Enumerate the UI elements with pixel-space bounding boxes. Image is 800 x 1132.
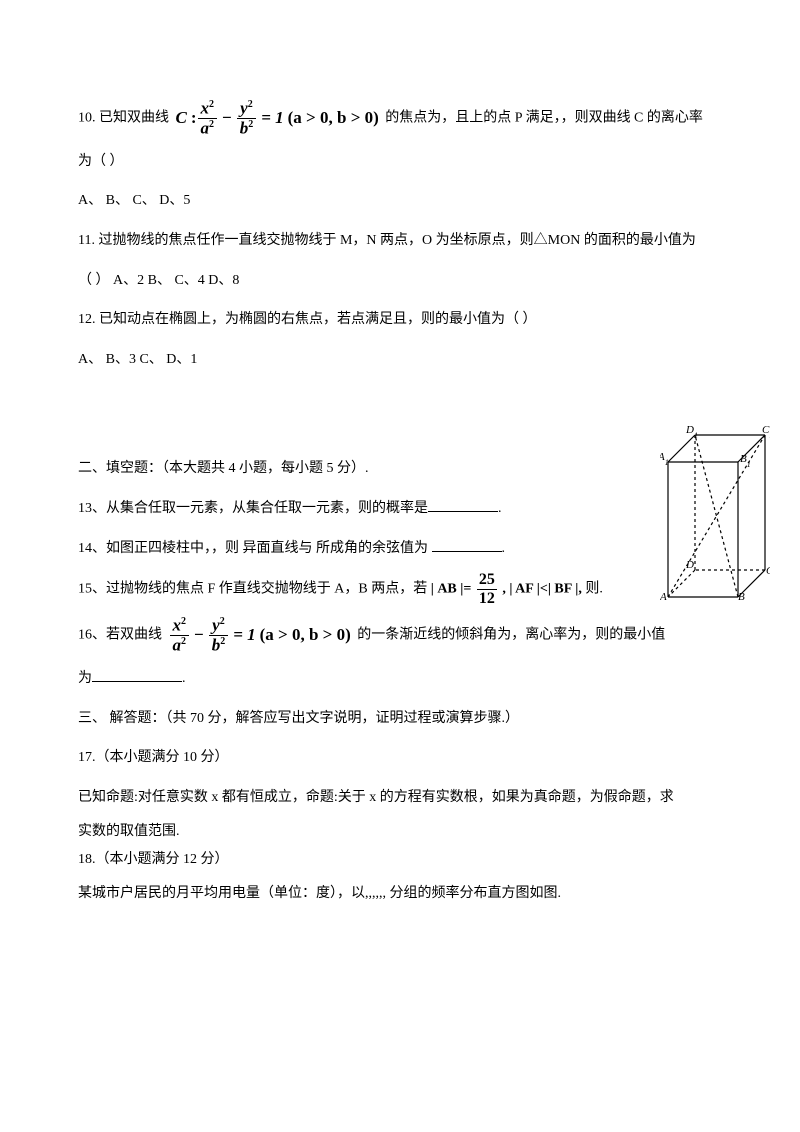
q14-text: 14、如图正四棱柱中，，则 异面直线与 所成角的余弦值为 xyxy=(78,541,432,556)
question-16-line2: 为. xyxy=(78,662,722,696)
q15-frac: 25 12 xyxy=(477,571,497,607)
question-10-opts: A、 B、 C、 D、5 xyxy=(78,184,722,218)
svg-text:A1: A1 xyxy=(660,451,669,467)
frac-y: y2 b2 xyxy=(237,99,257,139)
section-2-header: 二、填空题：（本大题共 4 小题，每小题 5 分）. xyxy=(78,452,722,486)
q16-pre: 16、若双曲线 xyxy=(78,628,162,643)
eq-16: = 1 xyxy=(233,615,255,656)
frac-y-16: y2 b2 xyxy=(209,616,229,656)
question-17c: 实数的取值范围. xyxy=(78,821,722,843)
question-15: 15、过抛物线的焦点 F 作直线交抛物线于 A，B 两点，若 | AB |= 2… xyxy=(78,571,722,607)
question-14: 14、如图正四棱柱中，，则 异面直线与 所成角的余弦值为 . xyxy=(78,532,722,566)
question-18b: 某城市户居民的月平均用电量（单位：度），以,,,,,, 分组的频率分布直方图如图… xyxy=(78,877,722,911)
q16-formula: x2 a2 − y2 b2 = 1 (a > 0, b > 0) xyxy=(169,615,351,656)
q13-text: 13、从集合任取一元素，从集合任取一元素，则的概率是 xyxy=(78,501,428,516)
question-17a: 17.（本小题满分 10 分） xyxy=(78,741,722,775)
cond-text: (a > 0, b > 0) xyxy=(288,98,379,139)
blank-fill xyxy=(92,668,182,682)
blank-fill xyxy=(432,538,502,552)
svg-text:B1: B1 xyxy=(740,453,751,469)
question-10-line2: 为（ ） xyxy=(78,145,722,179)
svg-text:D1: D1 xyxy=(685,424,698,440)
question-11-text: 11. 过抛物线的焦点任作一直线交抛物线于 M，N 两点，O 为坐标原点，则△M… xyxy=(78,224,722,258)
svg-text:C: C xyxy=(766,565,770,577)
formula-var-c: C xyxy=(176,98,187,139)
q15-post: 则. xyxy=(585,581,603,596)
eq-text: = 1 xyxy=(261,98,283,139)
section-gap xyxy=(78,382,722,452)
question-17b: 已知命题:对任意实数 x 都有恒成立，命题:关于 x 的方程有实数根，如果为真命… xyxy=(78,781,722,815)
q15-mid2: , | AF |<| BF |, xyxy=(502,581,582,596)
question-10-line1: 10. 已知双曲线 C : x2 a2 − y2 b2 = 1 (a > 0, … xyxy=(78,98,722,139)
question-16-line1: 16、若双曲线 x2 a2 − y2 b2 = 1 (a > 0, b > 0)… xyxy=(78,615,722,656)
question-12-text: 12. 已知动点在椭圆上，为椭圆的右焦点，若点满足且，则的最小值为（ ） xyxy=(78,303,722,337)
q10-post: 的焦点为，且上的点 P 满足，，则双曲线 C 的离心率 xyxy=(385,111,703,126)
q16-line2-text: 为 xyxy=(78,671,92,686)
blank-fill xyxy=(428,498,498,512)
q15-pre: 15、过抛物线的焦点 F 作直线交抛物线于 A，B 两点，若 xyxy=(78,581,427,596)
question-13: 13、从集合任取一元素，从集合任取一元素，则的概率是. xyxy=(78,492,722,526)
question-12-opts: A、 B、3 C、 D、1 xyxy=(78,343,722,377)
frac-x: x2 a2 xyxy=(198,99,218,139)
svg-text:D: D xyxy=(685,559,694,571)
formula-colon: : xyxy=(191,98,197,139)
question-11-opts: （ ） A、2 B、 C、4 D、8 xyxy=(78,264,722,298)
q10-pre: 10. 已知双曲线 xyxy=(78,111,169,126)
svg-text:A: A xyxy=(660,591,667,600)
prism-diagram: A B C D A1 B1 C1 D1 xyxy=(660,422,770,600)
frac-x-16: x2 a2 xyxy=(170,616,190,656)
q15-mid: | AB |= xyxy=(431,581,472,596)
question-18a: 18.（本小题满分 12 分） xyxy=(78,849,722,871)
cond-16: (a > 0, b > 0) xyxy=(260,615,351,656)
q16-post: 的一条渐近线的倾斜角为，离心率为，则的最小值 xyxy=(357,628,665,643)
q10-formula: C : x2 a2 − y2 b2 = 1 (a > 0, b > 0) xyxy=(176,98,379,139)
svg-text:B: B xyxy=(738,591,745,600)
section-3-header: 三、 解答题：（共 70 分，解答应写出文字说明，证明过程或演算步骤.） xyxy=(78,702,722,736)
